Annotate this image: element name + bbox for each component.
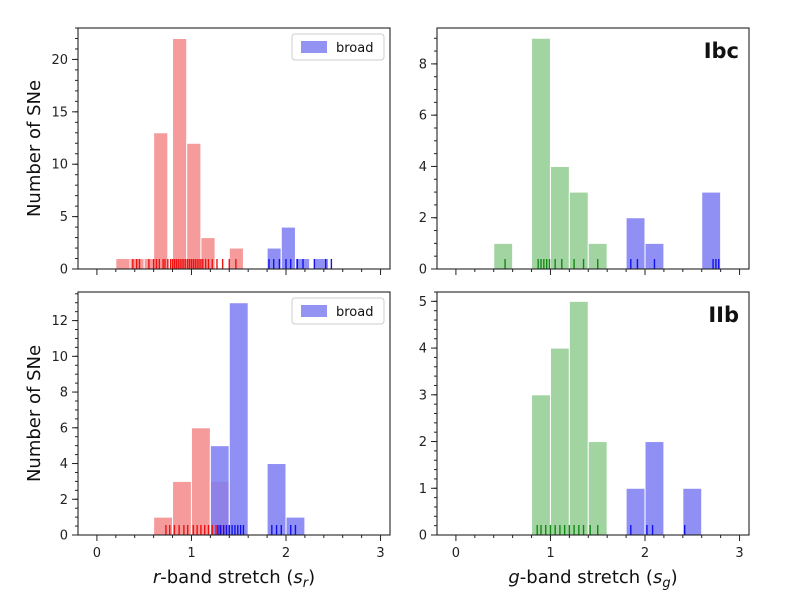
x-tick-label: 2 <box>282 546 290 561</box>
y-tick-label: 0 <box>60 529 68 544</box>
legend-box <box>291 297 385 325</box>
bar <box>280 226 296 270</box>
y-tick-label: 2 <box>60 493 68 508</box>
y-tick-label: 5 <box>60 210 68 225</box>
bar <box>115 258 131 270</box>
y-tick-label: 5 <box>419 295 427 310</box>
bar <box>172 37 188 270</box>
series-0 <box>493 37 608 270</box>
y-axis-label: Number of SNe <box>24 80 45 217</box>
y-tick-label: 3 <box>419 388 427 403</box>
bar <box>228 302 249 536</box>
y-tick-label: 6 <box>419 109 427 124</box>
bar <box>682 487 703 536</box>
y-tick-label: 8 <box>60 386 68 401</box>
x-tick-label: 3 <box>735 546 743 561</box>
rug-1 <box>217 525 297 535</box>
x-axis-label: g-band stretch (sg) <box>508 567 677 591</box>
bar <box>568 300 589 536</box>
series-1 <box>209 302 306 536</box>
y-tick-label: 6 <box>60 421 68 436</box>
legend-label: broad <box>336 41 373 56</box>
y-tick-label: 10 <box>51 158 68 173</box>
x-tick-label: 1 <box>546 546 554 561</box>
legend-swatch <box>301 41 327 53</box>
series-0 <box>115 37 244 270</box>
x-axis-label: r-band stretch (sr) <box>153 567 315 591</box>
x-tick-label: 3 <box>376 546 384 561</box>
axes-frame <box>436 27 750 270</box>
bar <box>209 445 230 536</box>
legend-swatch <box>301 305 327 317</box>
y-tick-label: 0 <box>419 529 427 544</box>
y-tick-label: 15 <box>51 105 68 120</box>
bar <box>549 347 570 536</box>
y-tick-label: 2 <box>419 211 427 226</box>
y-tick-label: 4 <box>60 457 68 472</box>
bar <box>625 217 646 270</box>
y-tick-label: 2 <box>419 435 427 450</box>
x-tick-label: 0 <box>452 546 460 561</box>
axes-frame <box>77 27 391 270</box>
bar <box>172 480 192 536</box>
y-tick-label: 0 <box>60 263 68 278</box>
y-tick-label: 0 <box>419 263 427 278</box>
panel-tag: Ibc <box>704 39 739 63</box>
y-axis-label: Number of SNe <box>24 345 45 482</box>
legend: broad <box>291 297 385 325</box>
rug-0 <box>504 259 599 269</box>
bar <box>625 487 646 536</box>
y-tick-label: 4 <box>419 342 427 357</box>
x-tick-label: 2 <box>641 546 649 561</box>
rug-0 <box>132 259 237 269</box>
bar <box>190 427 211 536</box>
rug-1 <box>630 259 720 269</box>
panel-top-right: 0 2 4 6 8 Ibc <box>419 27 750 278</box>
x-tick-label: 0 <box>93 546 101 561</box>
series-1 <box>625 191 722 270</box>
rug-0 <box>536 525 599 535</box>
y-tick-label: 10 <box>51 350 68 365</box>
bar <box>531 37 551 270</box>
panel-bottom-right: 0 1 2 3 0 1 2 3 4 5 g-band stretch (sg) IIb <box>419 291 750 591</box>
bar <box>493 242 514 270</box>
bar <box>549 165 570 270</box>
bar <box>266 463 287 536</box>
y-tick-label: 8 <box>419 57 427 72</box>
y-tick-label: 4 <box>419 160 427 175</box>
bar <box>701 191 722 270</box>
bar <box>531 394 551 536</box>
y-tick-label: 12 <box>51 314 68 329</box>
rug-1 <box>268 259 333 269</box>
x-tick-label: 1 <box>187 546 195 561</box>
series-1 <box>625 441 703 536</box>
y-tick-label: 20 <box>51 53 68 68</box>
panel-tag: IIb <box>708 303 739 327</box>
bar <box>186 142 202 270</box>
bar <box>313 258 330 270</box>
axes-frame <box>77 291 391 536</box>
legend-box <box>291 33 385 61</box>
bar <box>644 441 665 536</box>
bar <box>568 191 589 270</box>
legend-label: broad <box>336 305 373 320</box>
y-tick-label: 1 <box>419 482 427 497</box>
bar <box>153 132 169 270</box>
panel-top-left: 0 5 10 15 20 Number of SNe broad <box>24 27 391 278</box>
series-0 <box>531 300 608 536</box>
rug-1 <box>630 525 686 535</box>
legend: broad <box>291 33 385 61</box>
bar <box>587 441 608 536</box>
